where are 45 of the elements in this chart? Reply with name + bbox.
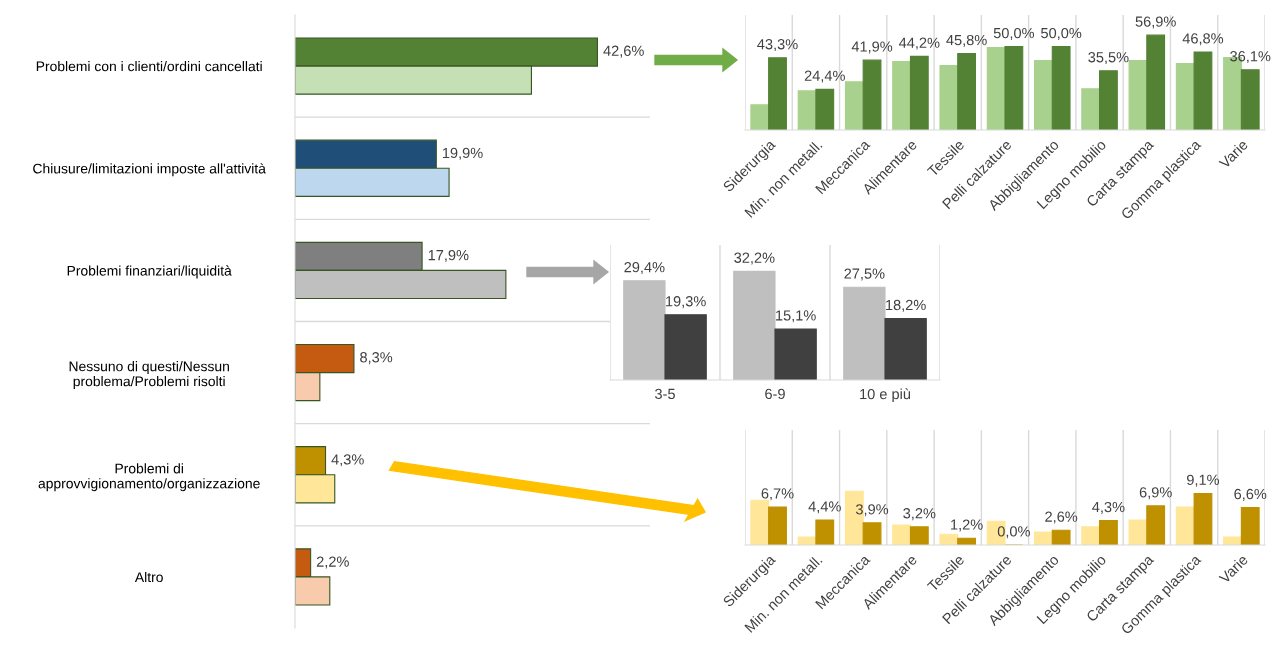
data-label: 4,3% <box>1092 501 1125 514</box>
data-label: 41,9% <box>851 41 893 54</box>
data-label: 32,2% <box>734 252 775 265</box>
data-label: 50,0% <box>993 27 1035 40</box>
data-label: 3,9% <box>855 504 889 517</box>
data-label: 0,0% <box>997 526 1030 539</box>
data-label: 42,6% <box>603 45 644 58</box>
x-tick-label: Varie <box>1218 553 1249 585</box>
data-label: 1,2% <box>951 519 983 532</box>
data-label: 46,8% <box>1182 33 1224 46</box>
data-label: 4,3% <box>331 454 364 467</box>
x-tick-label: 6-9 <box>765 388 785 400</box>
data-label: 8,3% <box>360 352 393 365</box>
data-label: 36,1% <box>1230 51 1271 64</box>
y-tick-label: Problemi di approvvigionamento/organizzazione <box>38 463 260 492</box>
x-tick-label: Varie <box>1218 138 1249 170</box>
data-label: 56,9% <box>1135 16 1176 29</box>
data-label: 18,2% <box>886 299 926 312</box>
data-label: 6,6% <box>1234 488 1267 501</box>
data-label: 2,2% <box>316 556 349 569</box>
x-tick-label: 10 e più <box>860 388 911 403</box>
y-tick-label: Problemi con i clienti/ordini cancellati <box>36 61 262 72</box>
data-label: 6,9% <box>1139 487 1172 500</box>
data-label: 43,3% <box>757 39 798 52</box>
data-label: 17,9% <box>428 249 469 263</box>
data-label: 3,2% <box>903 508 936 521</box>
data-label: 50,0% <box>1041 27 1082 40</box>
data-label: 4,4% <box>808 501 841 514</box>
data-label: 29,4% <box>624 262 665 275</box>
data-label: 24,4% <box>804 70 845 83</box>
y-tick-label: Problemi finanziari/liquidità <box>67 265 232 279</box>
y-tick-label: Chiusure/limitazioni imposte all'attività <box>33 163 266 177</box>
data-label: 35,5% <box>1088 52 1129 65</box>
y-tick-label: Altro <box>134 571 163 583</box>
data-label: 6,7% <box>761 488 794 501</box>
data-label: 27,5% <box>844 268 885 281</box>
y-tick-label: Nessuno di questi/Nessun problema/Problemi risolti <box>69 361 229 389</box>
data-label: 19,9% <box>442 147 483 160</box>
data-label: 15,1% <box>776 310 816 323</box>
data-label: 9,1% <box>1187 474 1220 487</box>
x-tick-label: 3-5 <box>655 388 675 400</box>
data-label: 19,3% <box>666 296 706 309</box>
data-label: 44,2% <box>898 37 940 50</box>
data-label: 45,8% <box>946 34 987 47</box>
data-label: 2,6% <box>1045 511 1078 524</box>
